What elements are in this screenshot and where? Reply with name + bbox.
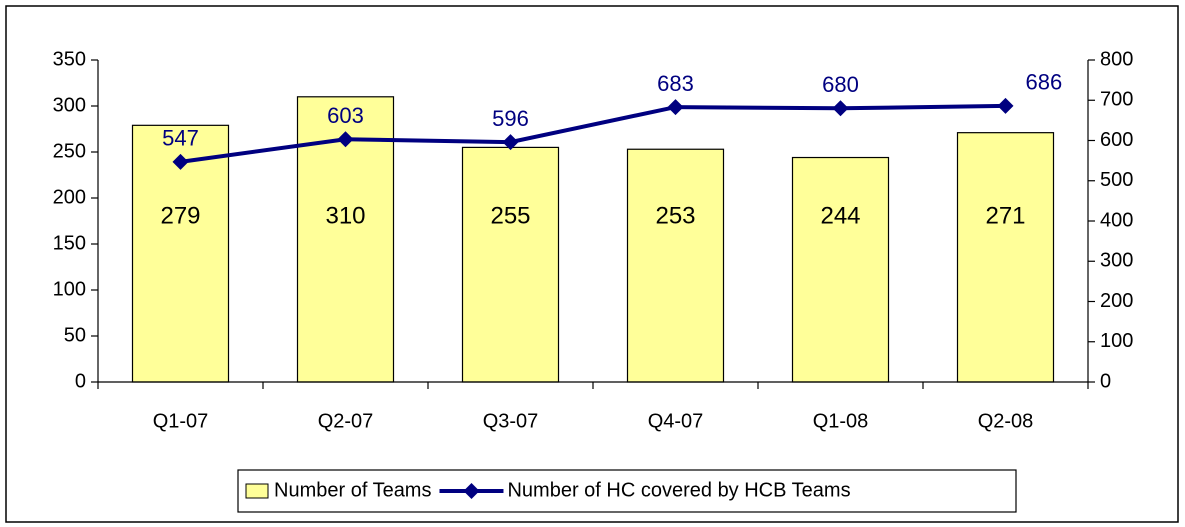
bar: [956, 132, 1055, 383]
y2-tick-label: 0: [1100, 370, 1111, 392]
y-tick-label: 350: [53, 48, 86, 70]
y-tick-label: 300: [53, 94, 86, 116]
x-tick-label: Q1-07: [153, 410, 209, 432]
legend-label: Number of Teams: [274, 479, 431, 501]
y-tick-label: 200: [53, 186, 86, 208]
line-marker: [502, 134, 519, 151]
bar: [461, 146, 560, 383]
x-tick-label: Q2-07: [318, 410, 374, 432]
y-tick-label: 50: [64, 324, 86, 346]
y2-tick-label: 100: [1100, 330, 1133, 352]
y2-tick-label: 600: [1100, 129, 1133, 151]
y2-tick-label: 300: [1100, 250, 1133, 272]
line-value-label: 686: [1026, 70, 1063, 95]
y2-tick-label: 500: [1100, 169, 1133, 191]
y-tick-label: 100: [53, 278, 86, 300]
line: [180, 103, 1006, 164]
x-tick-label: Q3-07: [483, 410, 539, 432]
y2-tick-label: 400: [1100, 209, 1133, 231]
x-tick-label: Q1-08: [813, 410, 869, 432]
y2-tick-label: 700: [1100, 89, 1133, 111]
bar-value-label: 310: [325, 202, 365, 229]
line-marker: [172, 153, 189, 170]
line-marker: [337, 131, 354, 148]
line-value-label: 547: [162, 126, 199, 151]
bar-value-label: 253: [655, 202, 695, 229]
legend-swatch: [245, 483, 269, 499]
legend-box: [237, 469, 1017, 513]
line-marker: [997, 97, 1014, 114]
line-value-label: 680: [822, 72, 859, 97]
bar-value-label: 255: [490, 202, 530, 229]
y-tick-label: 250: [53, 140, 86, 162]
y-tick-label: 150: [53, 232, 86, 254]
x-tick-label: Q4-07: [648, 410, 704, 432]
y2-tick-label: 800: [1100, 48, 1133, 70]
legend-label: Number of HC covered by HCB Teams: [507, 479, 850, 501]
line-value-label: 603: [327, 103, 364, 128]
y-tick-label: 0: [75, 370, 86, 392]
legend-marker: [463, 483, 480, 499]
bar: [626, 148, 725, 383]
bar: [791, 156, 890, 383]
legend: Number of Teams Number of HC covered by H…: [237, 469, 1017, 513]
bar-value-label: 244: [820, 202, 860, 229]
line-marker: [667, 99, 684, 116]
line-value-label: 596: [492, 106, 529, 131]
bar-value-label: 271: [985, 202, 1025, 229]
line-marker: [832, 100, 849, 117]
y2-tick-label: 200: [1100, 290, 1133, 312]
line-value-label: 683: [657, 71, 694, 96]
x-tick-label: Q2-08: [978, 410, 1034, 432]
bar-value-label: 279: [160, 202, 200, 229]
